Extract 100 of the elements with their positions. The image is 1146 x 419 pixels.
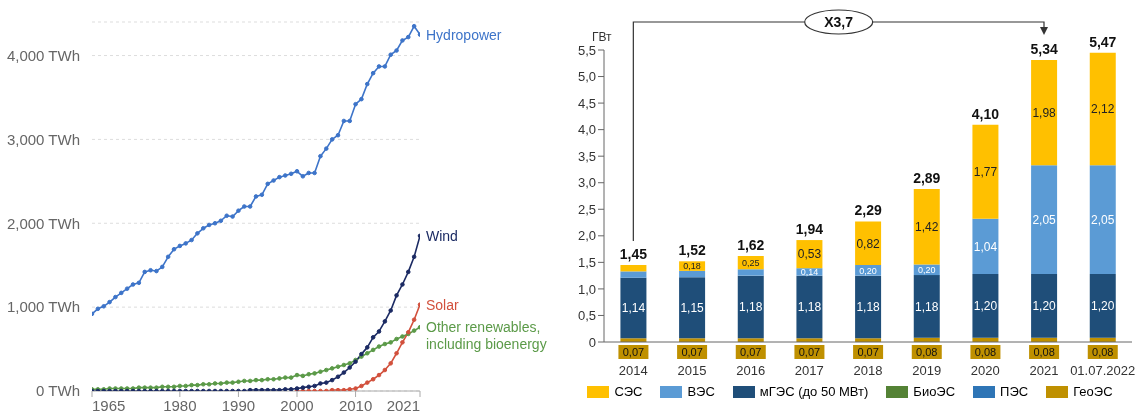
x-tick-label: 2014 [618,363,648,379]
x-tick-label: 2010 [338,397,373,414]
data-label: 0,08 [974,346,997,358]
total-label: 1,62 [737,236,765,253]
data-label: 1,20 [1032,299,1057,314]
legend-label: БиоЭС [912,384,956,399]
bar [972,124,999,219]
y-tick-label: 0 TWh [36,382,80,400]
data-label: 0,82 [856,236,881,251]
total-label: 5,34 [1030,41,1058,58]
bar [972,274,999,338]
legend-label: ПЭС [999,384,1029,399]
y-tick-label: 4,0 [577,122,596,138]
y-tick-label: 2,0 [577,228,596,244]
bar [620,271,647,278]
data-label: 1,42 [915,220,939,235]
bar [796,275,823,339]
total-label: 1,94 [795,221,824,238]
y-tick-label: 4,000 TWh [6,46,80,64]
data-label: 1,18 [739,300,763,315]
data-label: 0,07 [681,346,703,358]
data-label: 1,14 [621,301,646,316]
data-label: 0,18 [683,261,701,272]
y-tick-label: 1,000 TWh [6,298,80,316]
x-tick-label: 2015 [677,363,707,379]
bar [737,269,764,276]
data-label: 0,07 [798,346,821,358]
data-label: 0,20 [917,265,936,276]
x-tick-label: 2000 [280,397,314,414]
y-tick-label: 5,5 [577,42,596,58]
x-tick-label: 2021 [1029,363,1059,379]
bar [620,277,647,339]
y-tick-label: 0,5 [577,308,596,324]
bar [1031,60,1058,166]
data-label: 1,04 [973,239,998,254]
legend-label: СЭС [613,384,643,399]
x-tick-label: 2020 [970,363,1000,379]
data-label: 0,25 [741,257,760,268]
y-tick-label: 3,000 TWh [6,130,80,148]
x-tick-label: 01.07.2022 [1070,363,1136,379]
bar [1089,274,1116,338]
data-label: 0,07 [740,346,762,358]
x-tick-label: 2016 [736,363,766,379]
x-tick-label: 1980 [163,397,197,414]
bar [679,270,706,278]
data-label: 1,18 [915,299,939,314]
bar [1089,165,1116,275]
bar [913,189,940,265]
data-label: 2,05 [1032,212,1057,227]
total-label: 4,10 [971,105,1000,122]
data-label: 2,05 [1091,212,1115,227]
legend-label: ВЭС [686,384,715,399]
bar [1031,274,1058,338]
x-tick-label: 2017 [794,363,824,379]
data-label: 0,07 [857,346,879,358]
y-tick-label: 3,0 [577,175,596,191]
bar [855,275,882,339]
total-label: 2,29 [854,202,882,219]
data-label: 0,20 [859,265,877,276]
data-label: 2,12 [1091,102,1115,117]
data-label: 1,77 [973,165,998,180]
text: X3,7 [824,14,854,30]
bar [913,275,940,338]
y-tick-label: 5,0 [577,69,596,85]
x-tick-label: 1990 [221,397,256,414]
bar [1031,165,1058,275]
data-label: 1,20 [1091,299,1115,314]
data-label: 1,18 [797,300,822,315]
bar [972,218,999,275]
y-tick-label: 0 [588,334,596,350]
x-tick-label: 2021 [386,397,420,414]
data-label: 0,08 [916,346,938,358]
y-tick-label: 1,5 [577,254,596,270]
total-label: 1,45 [619,246,648,263]
x-tick-label: 2019 [912,363,942,379]
y-tick-label: 1,0 [577,281,596,297]
total-label: 5,47 [1089,33,1117,50]
total-label: 1,52 [678,242,706,259]
y-tick-label: 2,5 [577,201,596,217]
legend-label: мГЭС (до 50 МВт) [758,384,869,399]
data-label: 0,07 [622,346,645,358]
x-tick-label: 1965 [92,397,126,414]
data-label: 0,53 [797,247,822,262]
y-axis-title: ГВт [592,30,612,44]
total-label: 2,89 [913,170,941,187]
data-label: 1,98 [1032,105,1057,120]
data-label: 1,20 [973,299,998,314]
legend-label: ГеоЭС [1072,384,1113,399]
y-tick-label: 3,5 [577,148,596,164]
bar [737,275,764,339]
bar [679,277,706,339]
bar [1089,52,1116,166]
data-label: 0,14 [800,267,819,278]
y-tick-label: 4,5 [577,95,596,111]
bar [620,265,647,272]
series-label: Hydropower [426,26,502,43]
series-label: Solar [426,296,460,313]
series-label: Wind [426,227,458,244]
x-tick-label: 2018 [853,363,883,379]
data-label: 0,08 [1092,346,1114,358]
